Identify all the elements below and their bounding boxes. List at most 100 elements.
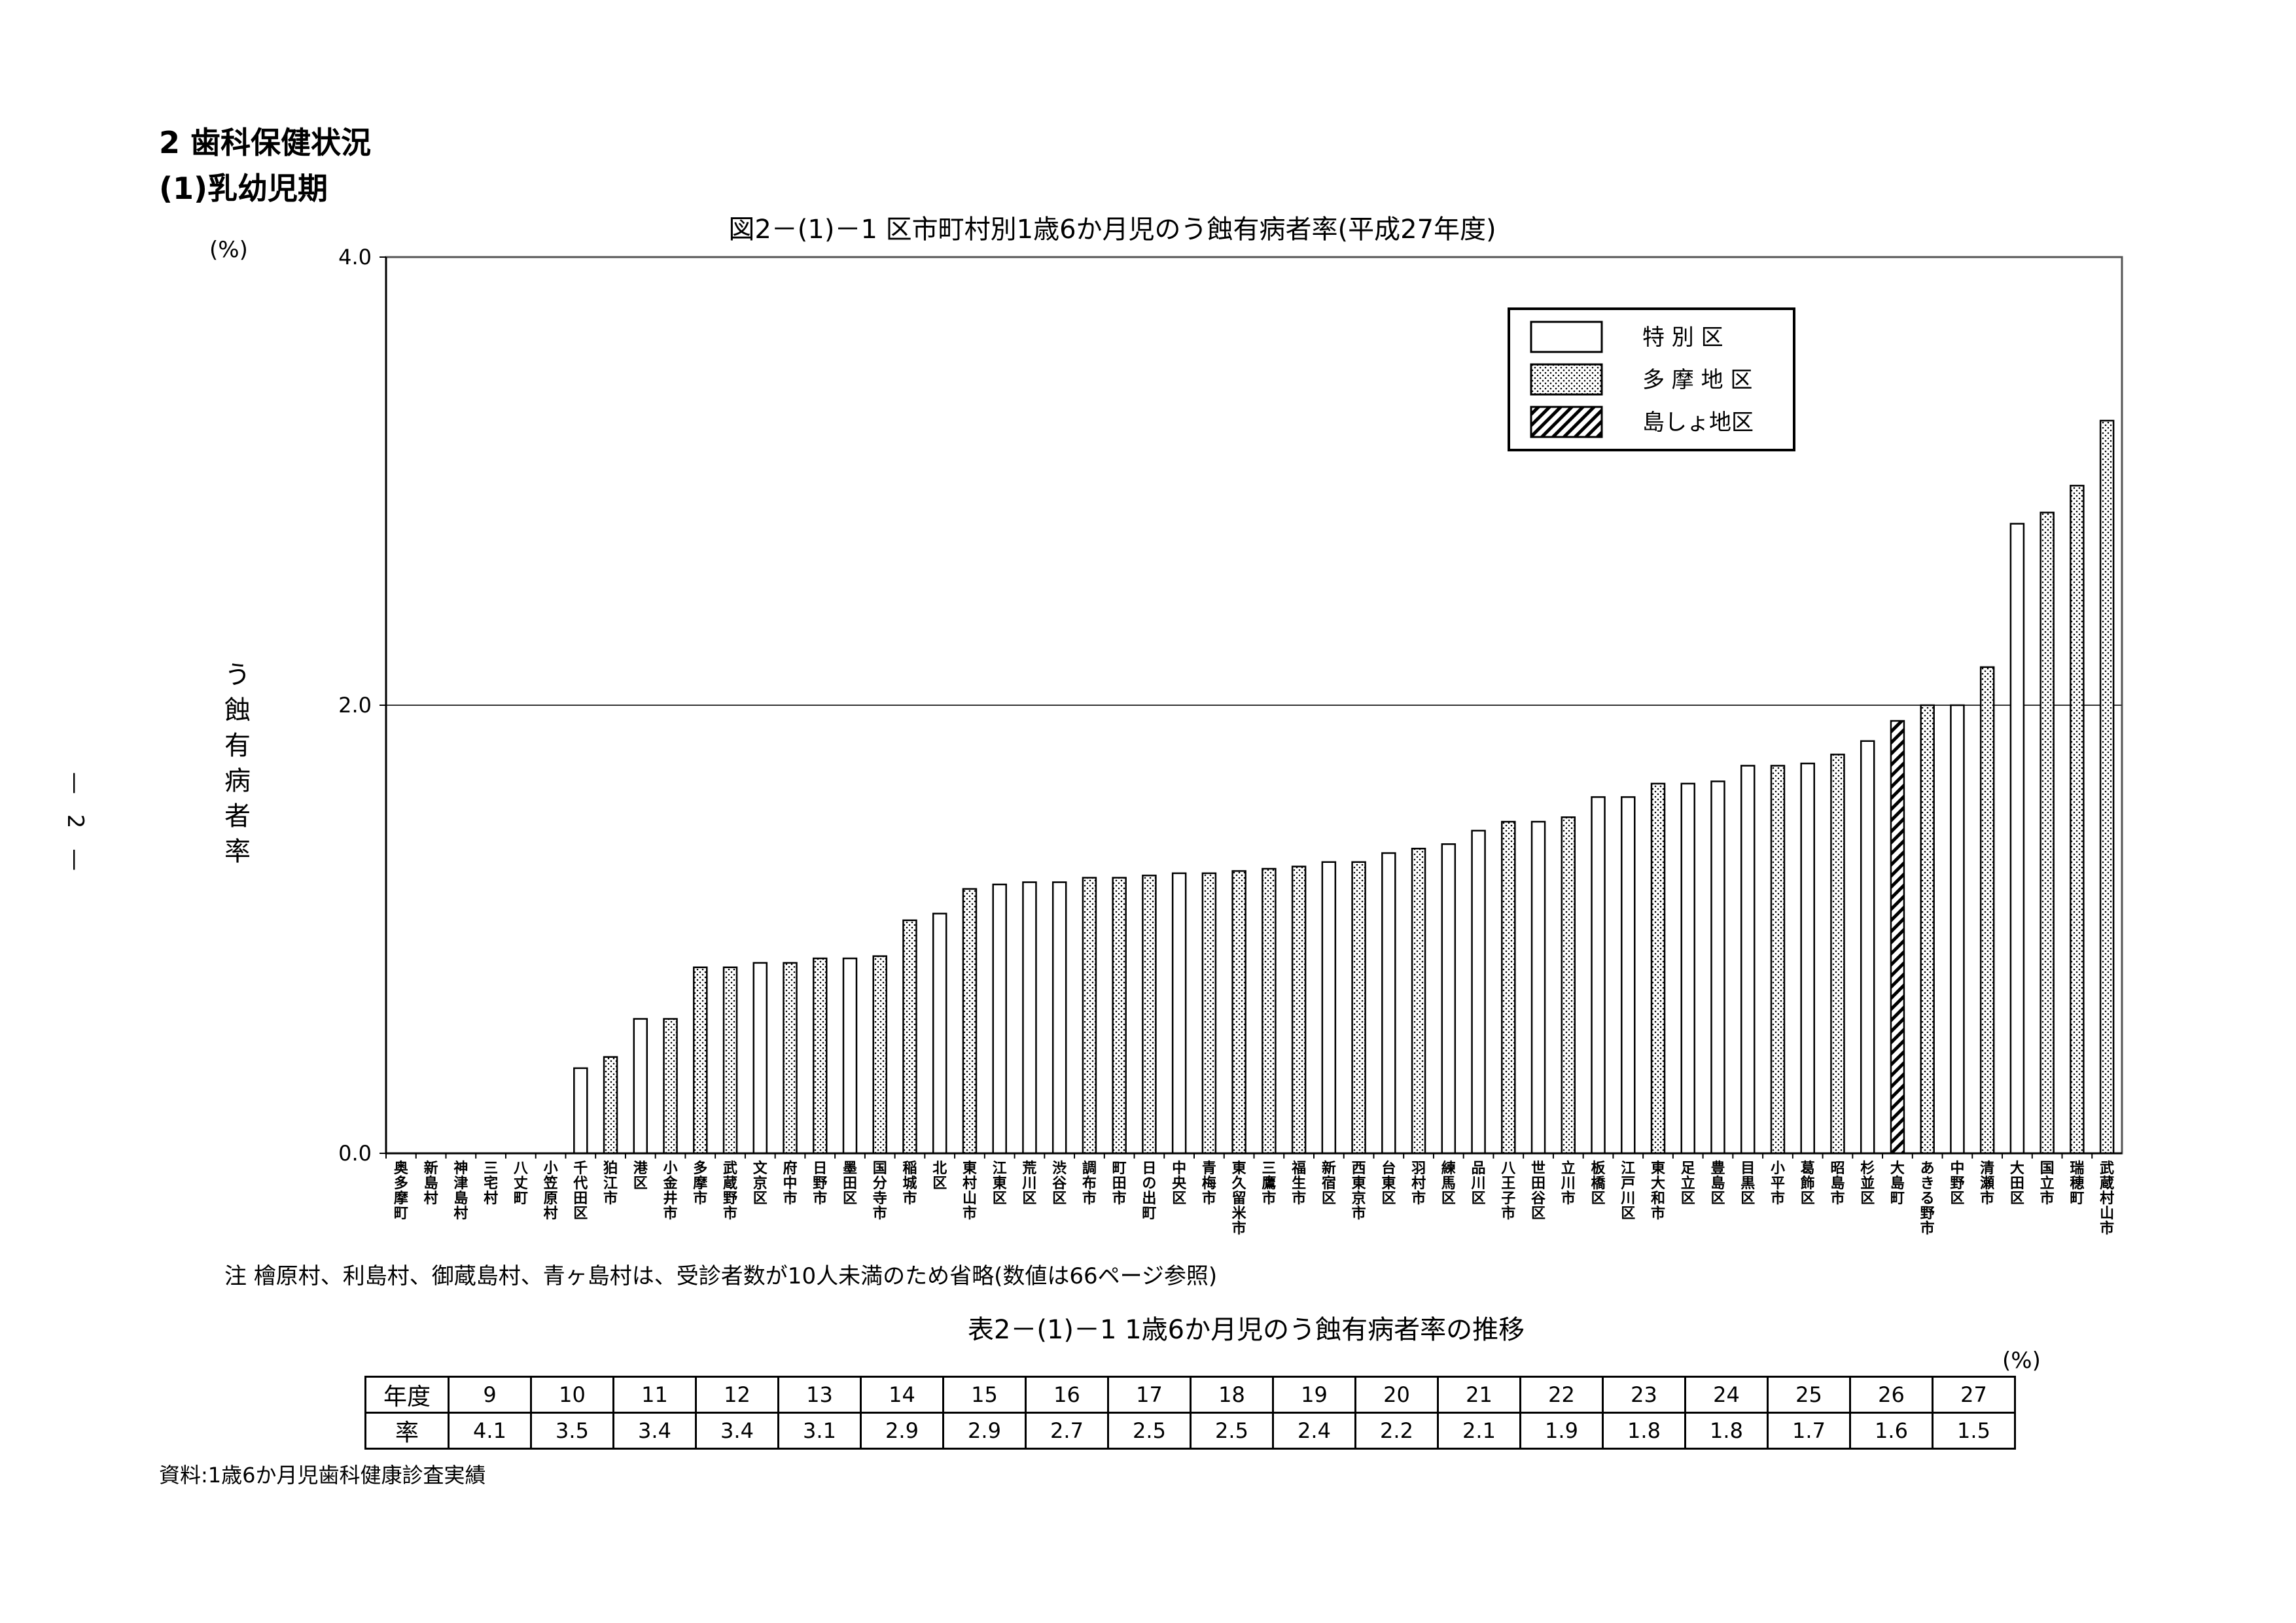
table-cell-year: 16: [1025, 1376, 1109, 1414]
x-tick-label: 西東京市: [1352, 1161, 1366, 1222]
table-cell-year: 26: [1849, 1376, 1934, 1414]
bar: [1950, 704, 1965, 1155]
table-cell-year: 11: [612, 1376, 697, 1414]
x-tick-label: 足立区: [1681, 1161, 1695, 1207]
table-cell-rate: 3.5: [530, 1412, 614, 1450]
bar: [1920, 704, 1935, 1155]
x-tick-label: 稲城市: [902, 1161, 917, 1207]
table-cell-year: 25: [1767, 1376, 1851, 1414]
table-cell-rate: 1.7: [1767, 1412, 1851, 1450]
table-unit: (%): [2002, 1348, 2041, 1374]
x-tick-label: 板橋区: [1591, 1161, 1606, 1207]
x-tick-label: 青梅市: [1202, 1161, 1216, 1207]
bar: [2040, 512, 2055, 1155]
trend-table: 年度 9 10 11 12 13 14 15 16 17 18 19 20 21 22 23 24 25 26 27…: [364, 1376, 2016, 1450]
table-cell-year: 12: [695, 1376, 779, 1414]
bar: [1381, 852, 1396, 1155]
table-cell-rate: 1.6: [1849, 1412, 1934, 1450]
bar: [992, 883, 1007, 1155]
bar: [663, 1018, 678, 1155]
bar: [1291, 865, 1307, 1155]
bar: [1051, 881, 1067, 1155]
bar: [1710, 780, 1725, 1155]
x-tick-label: 杉並区: [1860, 1160, 1875, 1207]
bar: [1890, 720, 1905, 1155]
bar: [1561, 816, 1576, 1155]
x-tick-label: あきる野市: [1920, 1161, 1935, 1237]
table-cell-rate: 2.7: [1025, 1412, 1109, 1450]
x-tick-label: 清瀬市: [1980, 1160, 1994, 1207]
legend-swatch-tama: [1530, 363, 1603, 396]
x-tick-label: 八丈町: [514, 1161, 529, 1207]
table-cell-rate: 1.9: [1519, 1412, 1604, 1450]
x-tick-label: 新島村: [424, 1160, 438, 1207]
chart-legend: 特 別 区 多 摩 地 区 島しょ地区: [1508, 307, 1795, 451]
chart-unit-label: (%): [209, 237, 248, 263]
bar: [1471, 829, 1486, 1155]
table-title: 表2－(1)－1 1歳6か月児のう蝕有病者率の推移: [967, 1315, 1525, 1345]
bar: [1979, 666, 1995, 1155]
bar: [752, 962, 768, 1155]
x-tick-label: 調布市: [1082, 1160, 1097, 1207]
x-tick-label: 武蔵野市: [723, 1161, 737, 1222]
table-cell-rate: 2.9: [860, 1412, 944, 1450]
bar: [603, 1056, 618, 1155]
bar: [1171, 872, 1187, 1155]
x-tick-label: 港区: [633, 1161, 648, 1192]
table-cell-year: 22: [1519, 1376, 1604, 1414]
table-cell-year: 19: [1272, 1376, 1356, 1414]
page-number: — 2 —: [62, 772, 88, 878]
x-tick-label: 渋谷区: [1052, 1160, 1067, 1207]
bar: [1112, 877, 1127, 1155]
bar: [1860, 740, 1875, 1155]
legend-label-special-wards: 特 別 区: [1642, 324, 1723, 351]
figure-title: 図2－(1)－1 区市町村別1歳6か月児のう蝕有病者率(平成27年度): [728, 215, 1496, 245]
table-cell-rate: 3.4: [612, 1412, 697, 1450]
x-tick-label: 大島町: [1890, 1161, 1905, 1207]
table-cell-year: 24: [1684, 1376, 1769, 1414]
x-tick-label: 東大和市: [1651, 1161, 1665, 1222]
bar: [813, 957, 828, 1155]
y-tick-label: 2.0: [338, 693, 372, 718]
table-cell-year: 17: [1107, 1376, 1192, 1414]
table-cell-year: 20: [1354, 1376, 1439, 1414]
bar: [1022, 881, 1037, 1155]
x-tick-label: 北区: [932, 1161, 947, 1192]
bar: [1770, 765, 1786, 1155]
x-tick-label: 新宿区: [1322, 1160, 1336, 1207]
x-tick-label: 江戸川区: [1620, 1161, 1635, 1222]
x-tick-label: 中野区: [1950, 1161, 1964, 1207]
x-tick-label: 奥多摩町: [394, 1160, 409, 1222]
bar: [962, 888, 978, 1155]
table-cell-rate: 1.5: [1932, 1412, 2016, 1450]
x-tick-label: 府中市: [783, 1160, 798, 1207]
y-axis-label: う蝕有病者率: [220, 661, 250, 873]
x-tick-label: 世田谷区: [1531, 1161, 1546, 1222]
bar: [1441, 843, 1457, 1155]
table-cell-year: 23: [1602, 1376, 1686, 1414]
x-tick-label: 墨田区: [843, 1161, 857, 1207]
table-cell-rate: 3.1: [777, 1412, 862, 1450]
chart-note: 注 檜原村、利島村、御蔵島村、青ヶ島村は、受診者数が10人未満のため省略(数値は…: [224, 1263, 1218, 1289]
table-cell-year: 9: [448, 1376, 532, 1414]
bar: [1800, 762, 1815, 1155]
x-tick-label: 日野市: [813, 1161, 827, 1207]
x-tick-label: 東村山市: [963, 1161, 977, 1222]
x-tick-label: 多摩市: [693, 1160, 707, 1207]
bar: [1650, 782, 1666, 1155]
bar: [2099, 419, 2115, 1155]
table-cell-rate: 2.2: [1354, 1412, 1439, 1450]
table-header-rate: 率: [364, 1412, 450, 1450]
bar: [902, 919, 917, 1155]
bar-chart: 0.02.04.0奥多摩町新島村神津島村三宅村八丈町小笠原村千代田区狛江市港区小…: [338, 245, 2123, 1237]
bar: [1501, 820, 1516, 1155]
x-tick-label: 狛江市: [603, 1160, 618, 1207]
bar: [1591, 796, 1606, 1155]
bar: [1621, 796, 1636, 1155]
table-cell-rate: 1.8: [1684, 1412, 1769, 1450]
table-cell-rate: 1.8: [1602, 1412, 1686, 1450]
bar: [693, 966, 708, 1155]
table-cell-rate: 2.1: [1437, 1412, 1521, 1450]
x-tick-label: 中央区: [1172, 1161, 1187, 1207]
x-tick-label: 江東区: [993, 1161, 1007, 1207]
